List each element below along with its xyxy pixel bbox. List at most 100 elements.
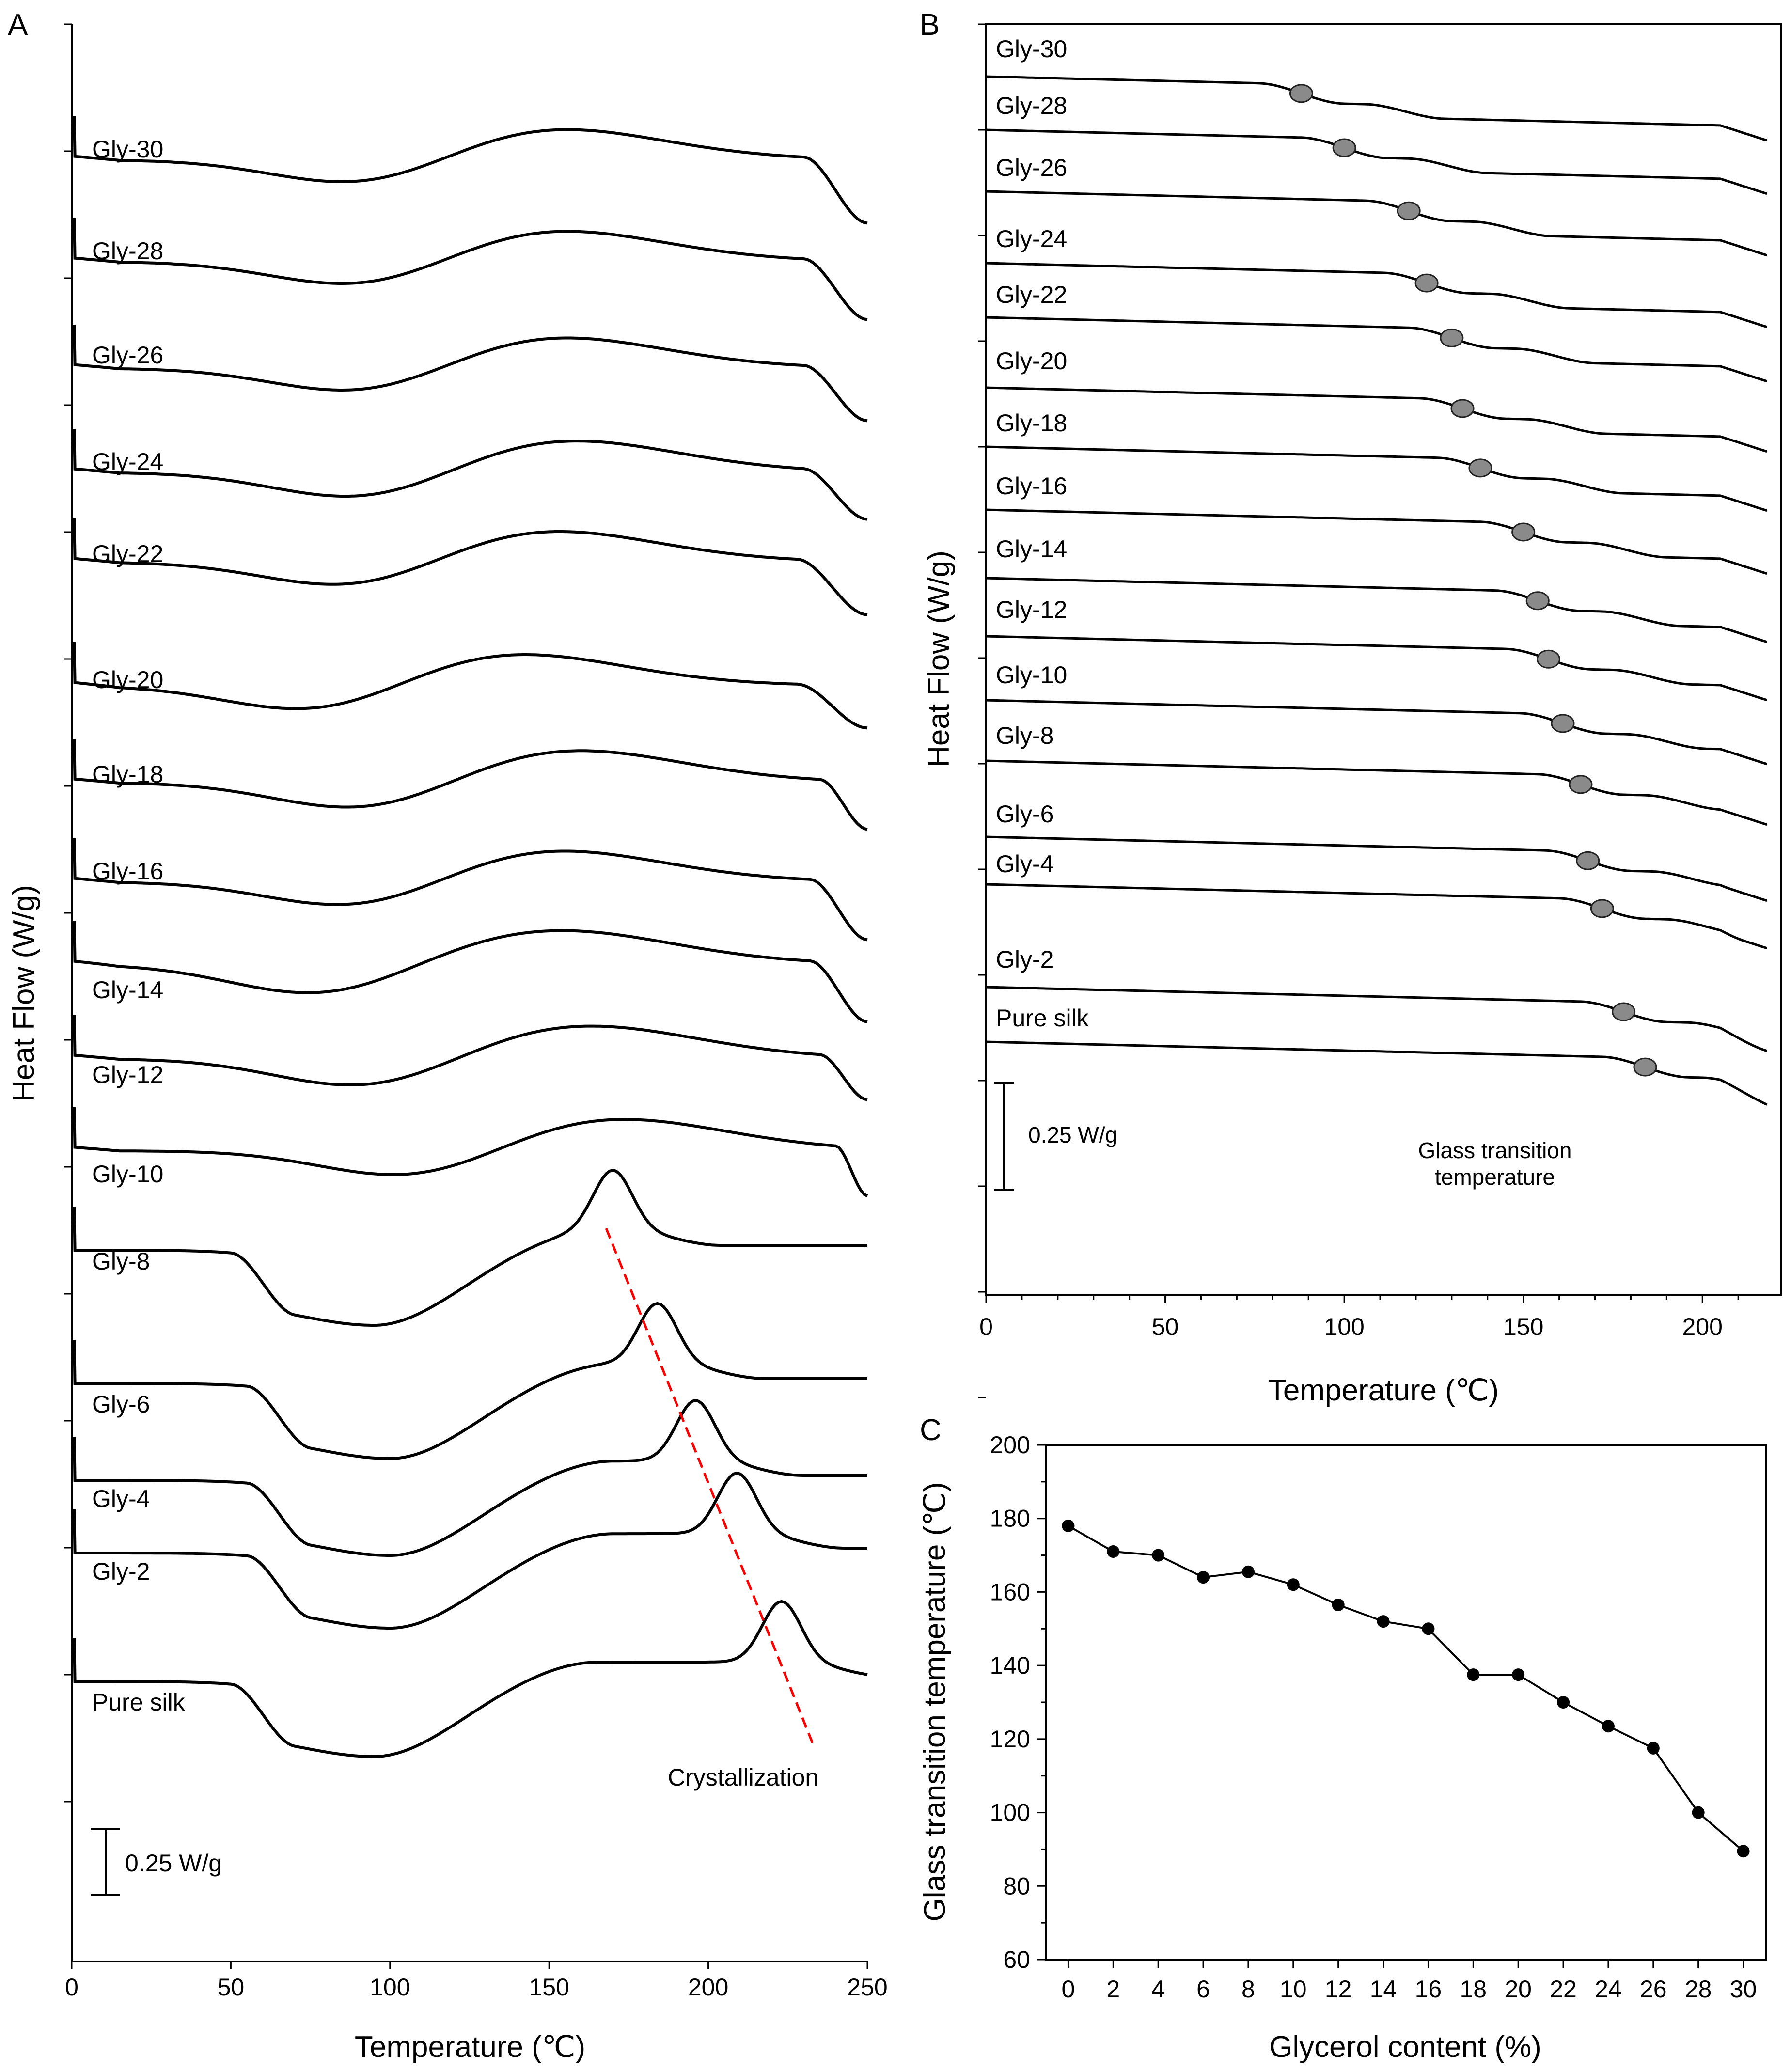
panel-b-y-ticks xyxy=(978,23,986,1398)
panel-a-x-tick-label: 150 xyxy=(529,1974,569,2001)
panel-a-label-gly-22: Gly-22 xyxy=(92,540,163,567)
panel-a-label-gly-20: Gly-20 xyxy=(92,666,163,693)
panel-c-y-tick-label: 160 xyxy=(990,1578,1030,1605)
panel-c-x-tick-label: 10 xyxy=(1280,1976,1307,2003)
panel-b-curve-gly-22 xyxy=(986,316,1768,383)
panel-b-tg-marker-gly-20 xyxy=(1450,399,1475,418)
panel-b-tg-markers xyxy=(1289,84,1657,1077)
panel-b-label-pure-silk: Pure silk xyxy=(996,1005,1089,1032)
panel-b: B Gly-30Gly-28Gly-26Gly-24Gly-22Gly-20Gl… xyxy=(920,8,1782,1407)
panel-a-x-tick-label: 0 xyxy=(65,1974,79,2001)
panel-b-label-gly-2: Gly-2 xyxy=(996,946,1053,973)
panel-a-curve-gly-14 xyxy=(73,920,868,1023)
panel-b-label-gly-12: Gly-12 xyxy=(996,596,1067,623)
panel-b-curve-gly-2 xyxy=(986,986,1768,1052)
panel-c-point-16 xyxy=(1422,1622,1435,1635)
panel-a-curve-gly-20 xyxy=(73,642,868,730)
panel-b-tg-marker-gly-10 xyxy=(1551,714,1575,733)
panel-a-label-gly-4: Gly-4 xyxy=(92,1485,150,1512)
panel-c-x-tick-label: 20 xyxy=(1505,1976,1532,2003)
panel-b-frame xyxy=(985,23,1782,1296)
panel-a-label-gly-24: Gly-24 xyxy=(92,448,163,475)
panel-b-curve-gly-30 xyxy=(986,75,1768,142)
panel-b-curve-gly-8 xyxy=(986,759,1768,826)
panel-b-curve-gly-28 xyxy=(986,128,1768,195)
panel-c-y-tick-label: 100 xyxy=(990,1799,1030,1826)
panel-c-y-tick-label: 180 xyxy=(990,1505,1030,1532)
panel-b-x-tick-label: 100 xyxy=(1324,1313,1364,1340)
panel-b-label-gly-10: Gly-10 xyxy=(996,661,1067,689)
panel-c-x-axis-title: Glycerol content (%) xyxy=(1269,2030,1541,2064)
panel-c-x-tick-label: 16 xyxy=(1415,1976,1442,2003)
panel-a-curve-gly-18 xyxy=(73,738,868,831)
panel-b-tg-note-line2: temperature xyxy=(1435,1164,1555,1190)
panel-b-curve-gly-16 xyxy=(986,508,1768,575)
panel-a-label-gly-14: Gly-14 xyxy=(92,976,163,1004)
panel-c-point-4 xyxy=(1152,1549,1165,1562)
panel-b-label-gly-20: Gly-20 xyxy=(996,347,1067,375)
panel-a-curve-gly-28 xyxy=(73,218,868,321)
panel-b-tg-marker-gly-8 xyxy=(1569,775,1593,794)
panel-a-x-tick-label: 250 xyxy=(847,1974,887,2001)
panel-c-y-axis-title: Glass transition temperature (℃) xyxy=(918,1482,952,1922)
panel-a-letter: A xyxy=(8,8,28,42)
panel-a-label-pure-silk: Pure silk xyxy=(92,1689,186,1716)
panel-a-curve-labels: Gly-30 Gly-28 Gly-26 Gly-24 Gly-22 Gly-20 Gly-… xyxy=(92,136,186,1716)
panel-b-scale-bar-label: 0.25 W/g xyxy=(1028,1122,1117,1147)
panel-c-y-tick-label: 60 xyxy=(1003,1946,1030,1973)
panel-a-curves xyxy=(73,116,868,1758)
panel-b-label-gly-24: Gly-24 xyxy=(996,225,1067,252)
panel-b-label-gly-22: Gly-22 xyxy=(996,281,1067,308)
panel-b-x-tick-label: 0 xyxy=(979,1313,993,1340)
panel-b-tg-marker-gly-16 xyxy=(1511,522,1536,542)
panel-c-point-0 xyxy=(1062,1519,1075,1532)
panel-b-tg-marker-gly-4 xyxy=(1590,899,1614,918)
panel-a-label-gly-30: Gly-30 xyxy=(92,136,163,163)
panel-c-x-tick-label: 4 xyxy=(1151,1976,1165,2003)
panel-c-x-tick-label: 18 xyxy=(1460,1976,1487,2003)
panel-a-label-gly-8: Gly-8 xyxy=(92,1248,150,1275)
panel-a-curve-gly-2 xyxy=(73,1471,867,1630)
panel-b-label-gly-18: Gly-18 xyxy=(996,409,1067,437)
panel-c-letter: C xyxy=(920,1413,942,1447)
panel-b-label-gly-30: Gly-30 xyxy=(996,35,1067,63)
panel-a-label-gly-18: Gly-18 xyxy=(92,761,163,788)
panel-a-y-axis-title: Heat Flow (W/g) xyxy=(7,885,41,1102)
panel-b-label-gly-8: Gly-8 xyxy=(996,722,1053,749)
panel-b-curve-gly-26 xyxy=(986,190,1768,257)
panel-b-label-gly-4: Gly-4 xyxy=(996,850,1053,878)
panel-a-label-gly-16: Gly-16 xyxy=(92,858,163,885)
panel-a-curve-pure-silk xyxy=(73,1600,868,1758)
panel-b-curve-gly-14 xyxy=(986,577,1768,644)
panel-a-curve-gly-6 xyxy=(73,1302,867,1460)
panel-a-label-gly-26: Gly-26 xyxy=(92,342,163,369)
panel-a-curve-gly-12 xyxy=(73,1015,868,1101)
panel-a-curve-gly-26 xyxy=(73,324,868,423)
panel-a-label-gly-2: Gly-2 xyxy=(92,1558,150,1585)
panel-a-label-gly-12: Gly-12 xyxy=(92,1061,163,1088)
panel-b-curve-gly-10 xyxy=(986,699,1768,766)
panel-c-x-tick-label: 14 xyxy=(1370,1976,1397,2003)
panel-c-point-22 xyxy=(1557,1696,1570,1709)
panel-c-x-tick-label: 30 xyxy=(1730,1976,1757,2003)
panel-a-label-gly-6: Gly-6 xyxy=(92,1391,150,1418)
panel-b-label-gly-16: Gly-16 xyxy=(996,472,1067,500)
panel-b-tg-marker-gly-18 xyxy=(1468,458,1492,478)
panel-b-scale-bar xyxy=(994,1082,1014,1191)
panel-c-point-10 xyxy=(1287,1578,1300,1591)
panel-c-point-20 xyxy=(1512,1668,1525,1681)
panel-b-curve-gly-12 xyxy=(986,635,1768,702)
panel-b-letter: B xyxy=(920,8,940,42)
panel-b-tg-marker-gly-28 xyxy=(1332,138,1356,157)
panel-c-y-tick-label: 80 xyxy=(1003,1872,1030,1899)
panel-b-x-tick-label: 200 xyxy=(1682,1313,1723,1340)
panel-b-x-tick-label: 150 xyxy=(1503,1313,1543,1340)
panel-b-curve-labels: Gly-30 Gly-28 Gly-26 Gly-24 Gly-22 Gly-20 Gly-… xyxy=(996,35,1089,1032)
panel-c-point-24 xyxy=(1602,1720,1615,1733)
panel-b-tg-note-line1: Glass transition xyxy=(1418,1138,1571,1163)
panel-a-scale-bar-label: 0.25 W/g xyxy=(125,1850,222,1877)
panel-a-x-tick-label: 50 xyxy=(218,1974,245,2001)
